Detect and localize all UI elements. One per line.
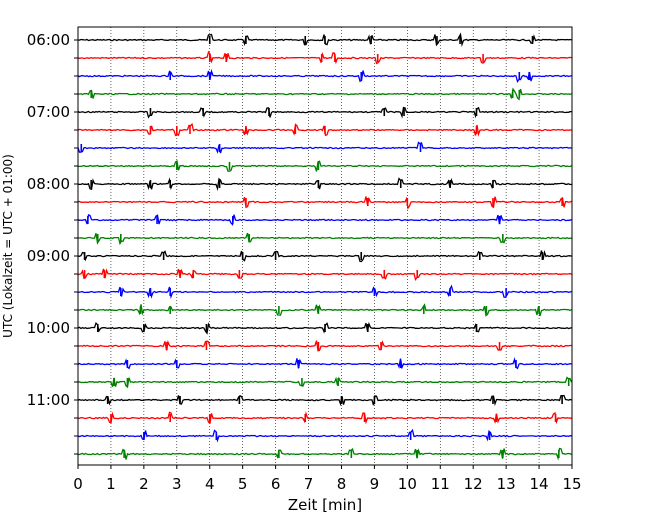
x-tick-label: 0 [73,475,83,493]
x-tick-label: 13 [497,475,516,493]
trace-14 [77,268,572,282]
x-tick-label: 11 [431,475,450,493]
x-tick-label: 15 [562,475,581,493]
trace-9 [77,177,572,192]
x-tick-label: 10 [398,475,417,493]
x-tick-label: 14 [530,475,549,493]
x-tick-label: 6 [271,475,281,493]
trace-4 [77,87,572,101]
trace-20 [77,376,573,389]
trace-7 [77,141,572,154]
trace-8 [78,160,572,172]
vertical-grid [110,27,540,465]
trace-12 [77,232,572,246]
trace-11 [77,213,572,226]
trace-19 [77,357,572,370]
x-tick-label: 3 [172,475,182,493]
x-tick-label: 8 [337,475,347,493]
x-tick-label: 5 [238,475,248,493]
y-tick-label: 09:00 [27,247,70,265]
trace-23 [77,428,572,443]
trace-18 [77,340,572,352]
trace-15 [77,284,572,300]
y-tick-label: 08:00 [27,175,70,193]
x-axis-label: Zeit [min] [288,496,362,514]
trace-16 [77,303,572,317]
y-tick-label: 10:00 [27,319,70,337]
y-tick-label: 11:00 [27,391,70,409]
x-tick-label: 9 [370,475,380,493]
trace-22 [77,411,572,425]
trace-2 [77,50,572,65]
trace-13 [77,249,572,263]
y-axis-ticks: 06:00 07:00 08:00 09:00 10:00 11:00 [27,31,78,455]
trace-5 [77,106,572,119]
x-tick-label: 2 [139,475,149,493]
plot-background [78,27,572,465]
y-tick-label: 06:00 [27,31,70,49]
x-tick-label: 12 [464,475,483,493]
plot-frame [77,26,573,466]
y-axis-label: UTC (Lokalzeit = UTC + 01:00) [1,154,15,338]
y-tick-label: 07:00 [27,103,70,121]
x-tick-label: 1 [106,475,116,493]
x-axis-ticks: 0 1 2 3 4 5 6 7 8 9 10 11 12 13 14 15 [73,465,582,493]
trace-3 [77,68,572,83]
x-tick-label: 7 [304,475,314,493]
trace-10 [77,196,572,210]
trace-21 [77,394,572,407]
seismic-traces [77,32,573,461]
x-tick-label: 4 [205,475,215,493]
trace-24 [77,447,572,461]
